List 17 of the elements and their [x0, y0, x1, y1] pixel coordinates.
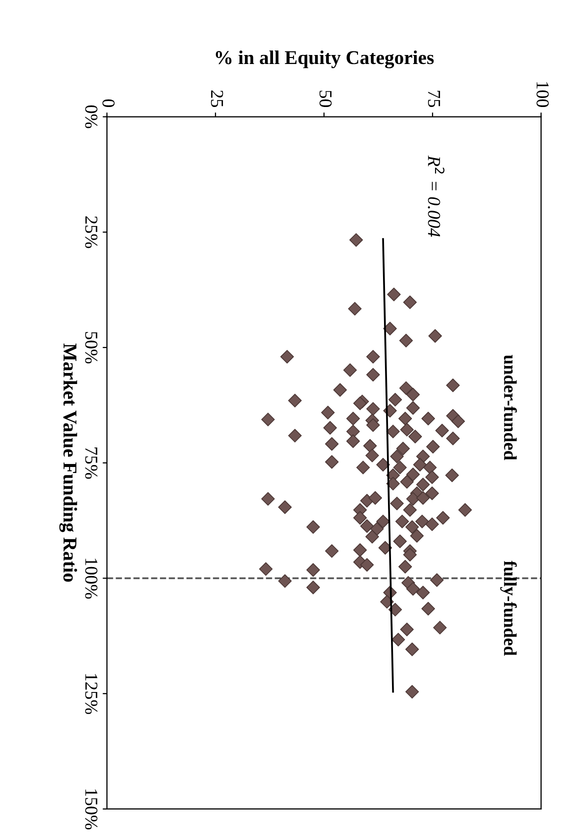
- annotation: under-funded: [504, 354, 517, 460]
- y-tick-label: 50%: [85, 332, 98, 364]
- y-axis-title: Market Value Funding Ratio: [59, 344, 78, 582]
- y-tick-label: 150%: [85, 790, 98, 830]
- y-tick-label: 25%: [85, 216, 98, 248]
- y-tick-label: 100%: [85, 558, 98, 599]
- annotation: R$^{2}$ = 0.004: [428, 155, 444, 237]
- y-tick-label: 0%: [85, 105, 98, 128]
- y-tick-label: 75%: [85, 448, 98, 479]
- x-tick-label: 0: [102, 99, 115, 108]
- x-axis-title: % in all Equity Categories: [216, 50, 434, 68]
- x-tick-label: 100: [536, 82, 549, 108]
- annotation: fully-funded: [500, 560, 517, 656]
- x-tick-label: 50: [319, 90, 332, 108]
- y-tick-label: 125%: [85, 674, 98, 714]
- x-tick-label: 25: [210, 90, 224, 108]
- x-tick-label: 75: [428, 90, 440, 108]
